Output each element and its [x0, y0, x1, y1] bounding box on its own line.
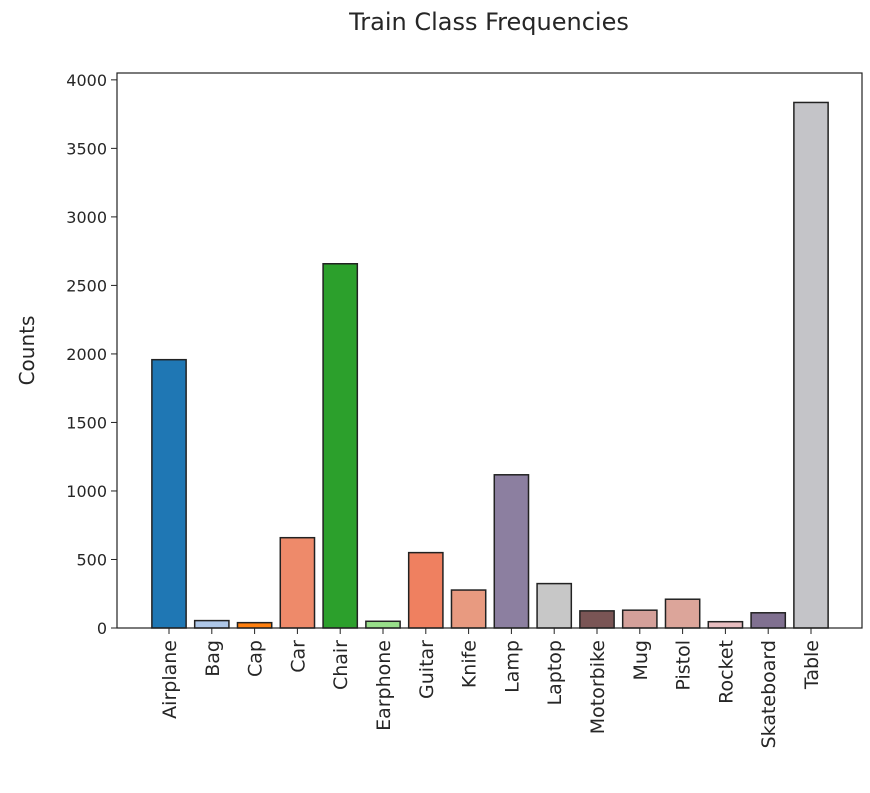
x-tick-label-earphone: Earphone [373, 640, 395, 731]
bar-mug [621, 609, 658, 629]
x-tick-label-table: Table [801, 640, 823, 690]
bar-car [279, 536, 316, 629]
x-tick-label-cap: Cap [245, 640, 267, 677]
bar-table [793, 101, 829, 629]
x-tick-label-pistol: Pistol [673, 640, 695, 691]
bar-lamp [493, 474, 530, 629]
bar-airplane [151, 358, 187, 629]
x-tick-label-airplane: Airplane [159, 640, 181, 719]
y-axis-label: Counts [15, 316, 39, 386]
x-axis-ticks: Airplane Bag Cap Car Chair Earphone Guitar Knif… [159, 628, 823, 748]
chart-title: Train Class Frequencies [348, 8, 629, 36]
bar-knife [450, 589, 487, 629]
x-tick-label-skateboard: Skateboard [758, 640, 780, 748]
x-tick-label-lamp: Lamp [501, 640, 523, 693]
bar-guitar [407, 551, 444, 629]
y-tick-label: 2500 [66, 276, 107, 295]
bar-chair [322, 263, 359, 629]
y-tick-label: 3500 [66, 139, 107, 158]
plot-frame [116, 72, 863, 629]
bars-group [151, 101, 829, 629]
bar-rocket [707, 620, 744, 629]
bar-earphone [365, 620, 401, 629]
y-tick-label: 1000 [66, 482, 107, 501]
bar-pistol [664, 598, 701, 629]
x-tick-label-car: Car [287, 640, 309, 673]
bar-laptop [536, 582, 573, 629]
y-tick-label: 0 [97, 619, 107, 638]
x-tick-label-knife: Knife [459, 640, 481, 688]
x-tick-label-bag: Bag [202, 640, 224, 677]
bar-bag [193, 619, 230, 629]
bar-cap [236, 621, 273, 629]
y-tick-label: 3000 [66, 208, 107, 227]
x-tick-label-rocket: Rocket [715, 640, 737, 704]
y-tick-label: 2000 [66, 345, 107, 364]
y-axis-ticks: 0 500 1000 1500 2000 2500 3000 3500 4000 [66, 71, 117, 638]
x-tick-label-motorbike: Motorbike [587, 640, 609, 734]
x-tick-label-mug: Mug [630, 640, 652, 681]
bar-skateboard [750, 612, 787, 629]
y-tick-label: 500 [76, 550, 107, 569]
bar-motorbike [579, 610, 615, 629]
y-tick-label: 4000 [66, 71, 107, 90]
x-tick-label-guitar: Guitar [416, 640, 438, 699]
y-tick-label: 1500 [66, 413, 107, 432]
x-tick-label-chair: Chair [330, 640, 352, 690]
x-tick-label-laptop: Laptop [544, 640, 566, 705]
